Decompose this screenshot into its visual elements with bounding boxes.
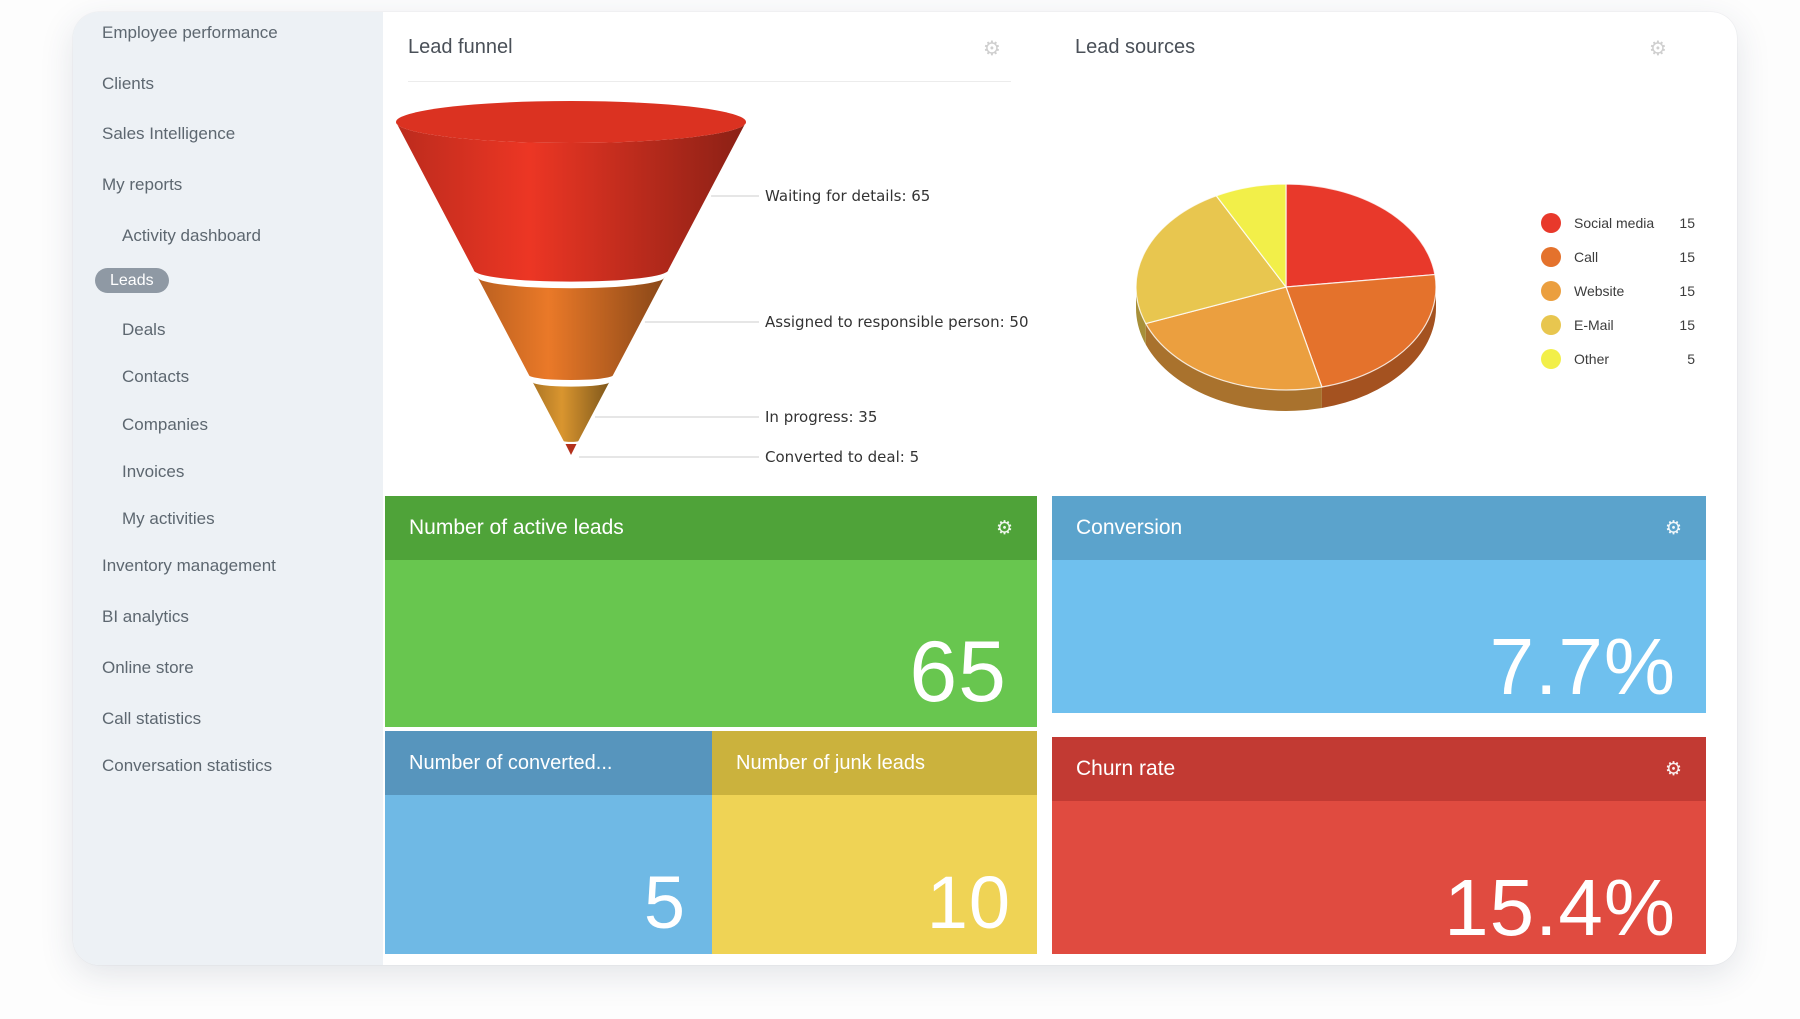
sidebar-item-my-activities[interactable]: My activities <box>122 509 215 528</box>
legend-label: Other <box>1574 351 1610 367</box>
lead-sources-title: Lead sources <box>1075 36 1196 58</box>
lead-sources-legend: Social media 15 Call 15 Website 15 E-Mail 15 Oth… <box>1541 206 1695 376</box>
tile-body: 10 <box>712 795 1037 954</box>
tile-body: 15.4% <box>1052 801 1706 954</box>
legend-label: Social media <box>1574 215 1655 231</box>
svg-text:Assigned to responsible person: Assigned to responsible person: 50 <box>765 313 1029 331</box>
sidebar-item-deals[interactable]: Deals <box>122 320 166 339</box>
gear-icon[interactable]: ⚙ <box>1664 758 1682 780</box>
tile-value: 5 <box>643 861 686 944</box>
sidebar-item-invoices[interactable]: Invoices <box>122 462 185 481</box>
legend-color-dot <box>1541 315 1561 335</box>
legend-value: 15 <box>1679 215 1695 231</box>
legend-color-dot <box>1541 213 1561 233</box>
sidebar-item-sales-intelligence[interactable]: Sales Intelligence <box>102 124 236 143</box>
svg-text:Converted to deal: 5: Converted to deal: 5 <box>765 448 919 466</box>
legend-item-website: Website 15 <box>1541 274 1695 308</box>
sidebar-item-activity-dashboard[interactable]: Activity dashboard <box>122 226 261 245</box>
tile-header: Number of active leads ⚙ <box>385 496 1037 560</box>
tile-conversion[interactable]: Conversion ⚙ 7.7% <box>1052 496 1706 713</box>
gear-icon[interactable]: ⚙ <box>1664 517 1682 539</box>
tile-header: Churn rate ⚙ <box>1052 737 1706 801</box>
sidebar-item-call-statistics[interactable]: Call statistics <box>102 709 202 728</box>
tile-number-of-converted[interactable]: Number of converted... 5 <box>385 731 712 954</box>
svg-text:Waiting for details: 65: Waiting for details: 65 <box>765 187 930 205</box>
sidebar-item-conversation-statistics[interactable]: Conversation statistics <box>102 756 273 775</box>
legend-label: Call <box>1574 249 1599 265</box>
tile-title: Churn rate <box>1076 757 1176 780</box>
sidebar-item-online-store[interactable]: Online store <box>102 658 194 677</box>
divider <box>408 81 1011 82</box>
sidebar-item-companies[interactable]: Companies <box>122 415 208 434</box>
dashboard-card: Employee performance Clients Sales Intelli… <box>73 12 1737 965</box>
tile-title: Conversion <box>1076 516 1183 539</box>
tile-body: 65 <box>385 560 1037 727</box>
tile-title: Number of active leads <box>409 516 624 539</box>
sidebar-item-my-reports[interactable]: My reports <box>102 175 183 194</box>
tile-header: Number of junk leads <box>712 731 1037 795</box>
legend-item-other: Other 5 <box>1541 342 1695 376</box>
legend-color-dot <box>1541 281 1561 301</box>
legend-color-dot <box>1541 349 1561 369</box>
legend-value: 15 <box>1679 249 1695 265</box>
sidebar-item-employee-performance[interactable]: Employee performance <box>102 23 278 42</box>
gear-icon[interactable]: ⚙ <box>1649 36 1667 60</box>
legend-value: 15 <box>1679 283 1695 299</box>
tile-value: 65 <box>909 624 1007 720</box>
gear-icon[interactable]: ⚙ <box>995 517 1013 539</box>
legend-item-e-mail: E-Mail 15 <box>1541 308 1695 342</box>
legend-item-social-media: Social media 15 <box>1541 206 1695 240</box>
sidebar-item-inventory-management[interactable]: Inventory management <box>102 556 276 575</box>
tile-value: 15.4% <box>1444 863 1676 952</box>
legend-color-dot <box>1541 247 1561 267</box>
sidebar: Employee performance Clients Sales Intelli… <box>73 12 383 965</box>
gear-icon[interactable]: ⚙ <box>983 36 1001 60</box>
tile-number-of-active-leads[interactable]: Number of active leads ⚙ 65 <box>385 496 1037 727</box>
sidebar-item-clients[interactable]: Clients <box>102 74 154 93</box>
legend-item-call: Call 15 <box>1541 240 1695 274</box>
svg-text:In progress: 35: In progress: 35 <box>765 408 877 426</box>
sidebar-item-contacts[interactable]: Contacts <box>122 367 190 386</box>
tile-churn-rate[interactable]: Churn rate ⚙ 15.4% <box>1052 737 1706 954</box>
tile-body: 5 <box>385 795 712 954</box>
tile-title: Number of converted... <box>409 751 613 774</box>
tile-value: 7.7% <box>1489 622 1676 711</box>
sidebar-item-leads[interactable]: Leads <box>95 268 169 293</box>
tile-title: Number of junk leads <box>736 751 925 774</box>
legend-value: 15 <box>1679 317 1695 333</box>
legend-label: E-Mail <box>1574 317 1614 333</box>
tile-header: Conversion ⚙ <box>1052 496 1706 560</box>
tile-body: 7.7% <box>1052 560 1706 713</box>
sidebar-item-bi-analytics[interactable]: BI analytics <box>102 607 189 626</box>
lead-sources-pie-chart <box>1135 183 1437 411</box>
tile-value: 10 <box>926 861 1011 944</box>
lead-funnel-chart: Waiting for details: 65 Assigned to respo… <box>396 101 1029 466</box>
legend-label: Website <box>1574 283 1625 299</box>
lead-funnel-title: Lead funnel <box>408 36 513 58</box>
tile-number-of-junk-leads[interactable]: Number of junk leads 10 <box>712 731 1037 954</box>
legend-value: 5 <box>1687 351 1695 367</box>
tile-header: Number of converted... <box>385 731 712 795</box>
